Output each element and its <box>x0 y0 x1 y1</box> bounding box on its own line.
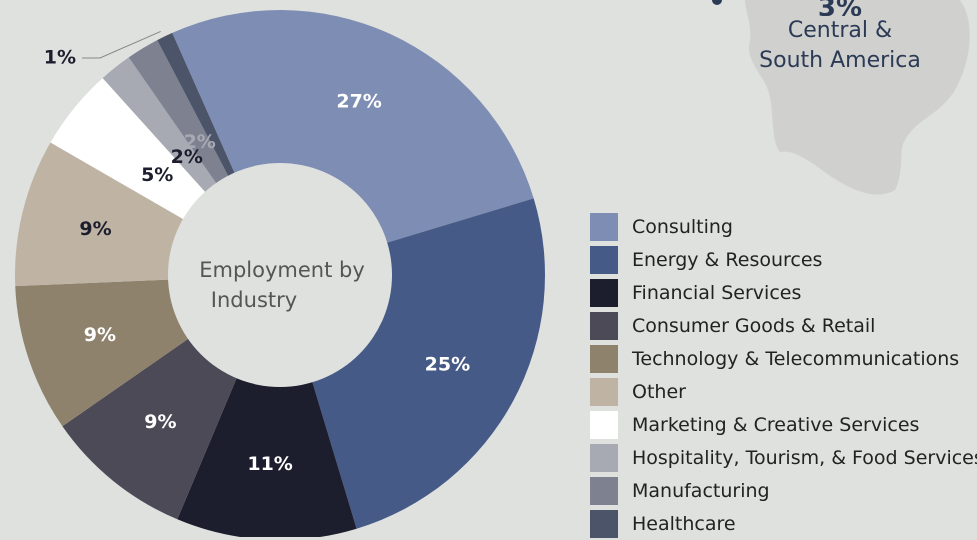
legend-label: Healthcare <box>632 512 736 535</box>
region-name-line-1: Central & <box>787 18 893 43</box>
legend-label: Other <box>632 380 686 403</box>
legend-item-hospitality-tourism-food-services: Hospitality, Tourism, & Food Services <box>590 441 977 474</box>
slice-leader-line-healthcare <box>82 30 161 59</box>
chart-title-line-1: Employment by <box>199 258 365 282</box>
region-name-line-2: South America <box>759 48 921 73</box>
slice-label-financial-services: 11% <box>247 453 292 475</box>
legend-label: Marketing & Creative Services <box>632 413 920 436</box>
legend-swatch <box>590 212 618 241</box>
slice-label-hospitality-tourism-food-services: 2% <box>171 146 203 168</box>
slice-label-marketing-creative-services: 5% <box>141 164 173 186</box>
legend-swatch <box>590 509 618 538</box>
slice-label-technology-telecommunications: 9% <box>84 324 116 346</box>
slice-financial-services <box>177 275 357 537</box>
legend-item-healthcare: Healthcare <box>590 507 977 540</box>
legend-item-manufacturing: Manufacturing <box>590 474 977 507</box>
south-america-map-fragment <box>712 0 970 195</box>
legend-label: Financial Services <box>632 281 802 304</box>
slice-label-manufacturing: 2% <box>184 131 216 153</box>
legend-label: Technology & Telecommunications <box>632 347 960 370</box>
legend-label: Energy & Resources <box>632 248 823 271</box>
legend-item-consumer-goods-retail: Consumer Goods & Retail <box>590 309 977 342</box>
donut-hole <box>168 163 392 387</box>
legend-item-financial-services: Financial Services <box>590 276 977 309</box>
legend-item-other: Other <box>590 375 977 408</box>
legend-swatch <box>590 311 618 340</box>
legend-label: Manufacturing <box>632 479 770 502</box>
legend-item-technology-telecommunications: Technology & Telecommunications <box>590 342 977 375</box>
map-marker <box>712 0 722 5</box>
chart-title-line-2: Industry <box>211 288 297 312</box>
region-percent: 3% <box>817 0 863 16</box>
chart-legend: Consulting Energy & Resources Financial Se… <box>590 210 977 540</box>
legend-swatch <box>590 476 618 505</box>
region-label: 3% Central & South America <box>700 0 977 76</box>
slice-label-consumer-goods-retail: 9% <box>144 411 176 433</box>
slice-label-other: 9% <box>79 218 111 240</box>
legend-swatch <box>590 410 618 439</box>
legend-swatch <box>590 344 618 373</box>
legend-label: Hospitality, Tourism, & Food Services <box>632 446 977 469</box>
legend-item-consulting: Consulting <box>590 210 977 243</box>
legend-swatch <box>590 245 618 274</box>
slice-label-energy-resources: 25% <box>425 353 470 375</box>
legend-label: Consumer Goods & Retail <box>632 314 876 337</box>
slice-label-healthcare: 1% <box>44 47 76 69</box>
legend-item-energy-resources: Energy & Resources <box>590 243 977 276</box>
legend-label: Consulting <box>632 215 733 238</box>
legend-swatch <box>590 278 618 307</box>
slice-label-consulting: 27% <box>336 91 381 113</box>
legend-item-marketing-creative-services: Marketing & Creative Services <box>590 408 977 441</box>
legend-swatch <box>590 377 618 406</box>
legend-swatch <box>590 443 618 472</box>
map-landmass <box>745 0 970 195</box>
